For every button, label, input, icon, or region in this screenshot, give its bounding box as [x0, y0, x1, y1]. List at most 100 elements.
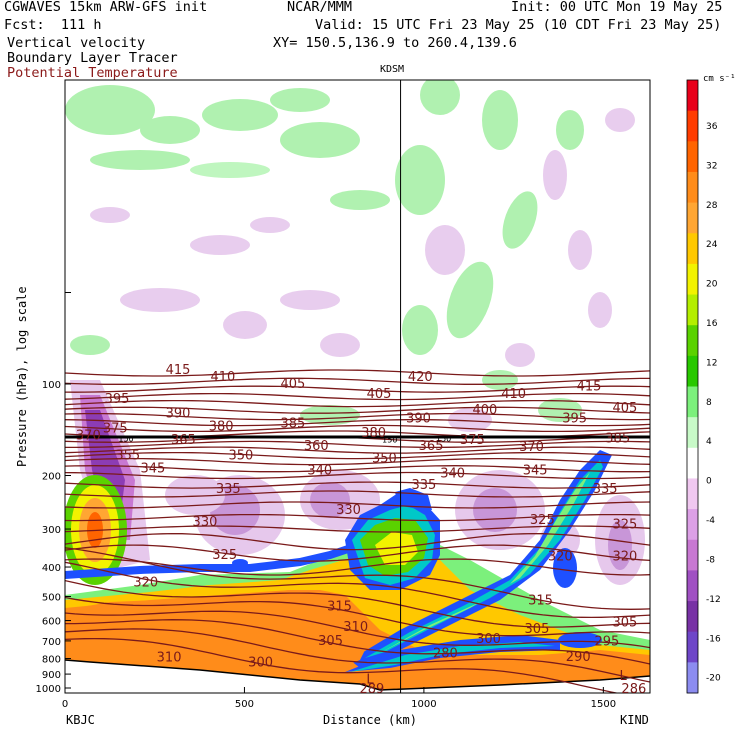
theta-label: 385: [605, 431, 630, 446]
theta-label: 375: [460, 433, 485, 448]
colorbar-tick-label: -12: [706, 595, 721, 605]
theta-contour-line: [65, 385, 650, 393]
theta-label: 335: [216, 482, 241, 497]
theta-contour-line: [65, 544, 650, 562]
theta-contour-line: [65, 558, 650, 576]
theta-contours: [65, 369, 650, 693]
colorbar-swatch: [687, 662, 698, 694]
y-tick-label: 100: [42, 380, 61, 391]
theta-label: 345: [141, 462, 166, 477]
colorbar-swatch: [687, 417, 698, 449]
theta-label: 325: [530, 513, 555, 528]
colorbar-unit: cm s⁻¹: [703, 74, 736, 84]
theta-label: 415: [577, 380, 602, 395]
theta-contour-line: [65, 392, 650, 401]
theta-contour-line: [65, 525, 650, 533]
theta-contour-line: [65, 481, 650, 489]
theta-label: 315: [327, 600, 352, 615]
theta-label: 405: [612, 401, 637, 416]
theta-label: 305: [525, 622, 550, 637]
theta-label: 320: [612, 550, 637, 565]
y-tick-label: 200: [42, 472, 61, 483]
field-vertical-velocity: Vertical velocity: [7, 35, 146, 51]
station-right-label: KIND: [620, 713, 649, 727]
tracer-label: 150: [382, 436, 397, 445]
theta-label: 290: [566, 650, 591, 665]
colorbar-swatch: [687, 509, 698, 541]
theta-label: 365: [171, 433, 196, 448]
colorbar-swatch: [687, 171, 698, 204]
theta-label: 385: [280, 417, 305, 432]
theta-contour-line: [65, 406, 650, 414]
theta-label: 335: [593, 482, 618, 497]
theta-label: 320: [133, 575, 158, 590]
theta-label: 380: [209, 419, 234, 434]
low-marker: L: [366, 673, 374, 688]
colorbar-swatch: [687, 570, 698, 602]
theta-label: 390: [166, 406, 191, 421]
theta-label: 345: [523, 464, 548, 479]
theta-label: 410: [211, 370, 236, 385]
theta-label: 420: [408, 370, 433, 385]
theta-label: 340: [307, 464, 332, 479]
theta-label: 360: [304, 439, 329, 454]
colorbar-swatch: [687, 80, 698, 112]
theta-label: 310: [157, 651, 182, 666]
colorbar-tick-label: -8: [706, 555, 715, 565]
colorbar-swatch: [687, 631, 698, 663]
field-boundary-layer-tracer: Boundary Layer Tracer: [7, 50, 178, 66]
colorbar-tick-label: 12: [706, 358, 717, 368]
theta-contour-line: [65, 561, 650, 619]
x-tick-label: 1000: [411, 699, 436, 710]
theta-contour-line: [65, 412, 650, 421]
theta-label: 295: [595, 635, 620, 650]
colorbar: 36 32 28 24 20 16 12 8 4 0 -4 -8 -12 -16 -20: [686, 79, 721, 694]
theta-label: 350: [372, 452, 397, 467]
colorbar-tick-label: -4: [706, 516, 715, 526]
x-axis-label: Distance (km): [323, 713, 417, 727]
theta-label: 395: [105, 392, 130, 407]
colorbar-tick-label: 36: [706, 122, 718, 132]
theta-label: 375: [103, 421, 128, 436]
theta-label: 370: [519, 440, 544, 455]
x-tick-label: 0: [62, 699, 68, 710]
colorbar-swatch: [687, 202, 698, 234]
theta-contour-line: [65, 440, 650, 449]
y-tick-label: 400: [42, 563, 61, 574]
theta-contour-line: [65, 637, 620, 693]
theta-label: 320: [548, 550, 573, 565]
tracer-label: 150: [436, 435, 451, 444]
y-tick-label: 300: [42, 525, 61, 536]
theta-contour-line: [65, 369, 650, 377]
y-tick-label: 1000: [36, 684, 61, 695]
colorbar-swatch: [687, 325, 698, 357]
colorbar-tick-label: 8: [706, 398, 712, 408]
theta-label: 305: [612, 616, 637, 631]
colorbar-swatch: [687, 478, 698, 510]
theta-label: 400: [472, 403, 497, 418]
theta-contour-line: [65, 532, 650, 551]
station-mid-label: KDSM: [380, 64, 405, 75]
colorbar-swatch: [687, 447, 698, 479]
theta-contour-line: [65, 610, 650, 649]
theta-contour-line: [65, 418, 650, 427]
init-time: Init: 00 UTC Mon 19 May 25: [511, 0, 723, 15]
theta-label: 340: [440, 466, 465, 481]
y-axis-label: Pressure (hPa), log scale: [15, 286, 29, 467]
theta-contour-line: [65, 377, 650, 385]
theta-label: 286: [621, 682, 646, 697]
colorbar-tick-label: 20: [706, 280, 718, 290]
theta-contour-line: [65, 596, 650, 637]
theta-contour-line: [65, 501, 650, 509]
theta-label: 310: [343, 620, 368, 635]
colorbar-tick-label: 4: [706, 437, 712, 447]
colorbar-tick-label: 24: [706, 240, 718, 250]
valid-time: Valid: 15 UTC Fri 23 May 25 (10 CDT Fri …: [315, 17, 722, 33]
colorbar-tick-label: 28: [706, 201, 718, 211]
theta-label: 300: [476, 632, 501, 647]
tracer-label: 150: [118, 435, 133, 444]
y-tick-label: 900: [42, 670, 61, 681]
theta-label: 370: [76, 429, 101, 444]
theta-contour-line: [65, 465, 650, 473]
